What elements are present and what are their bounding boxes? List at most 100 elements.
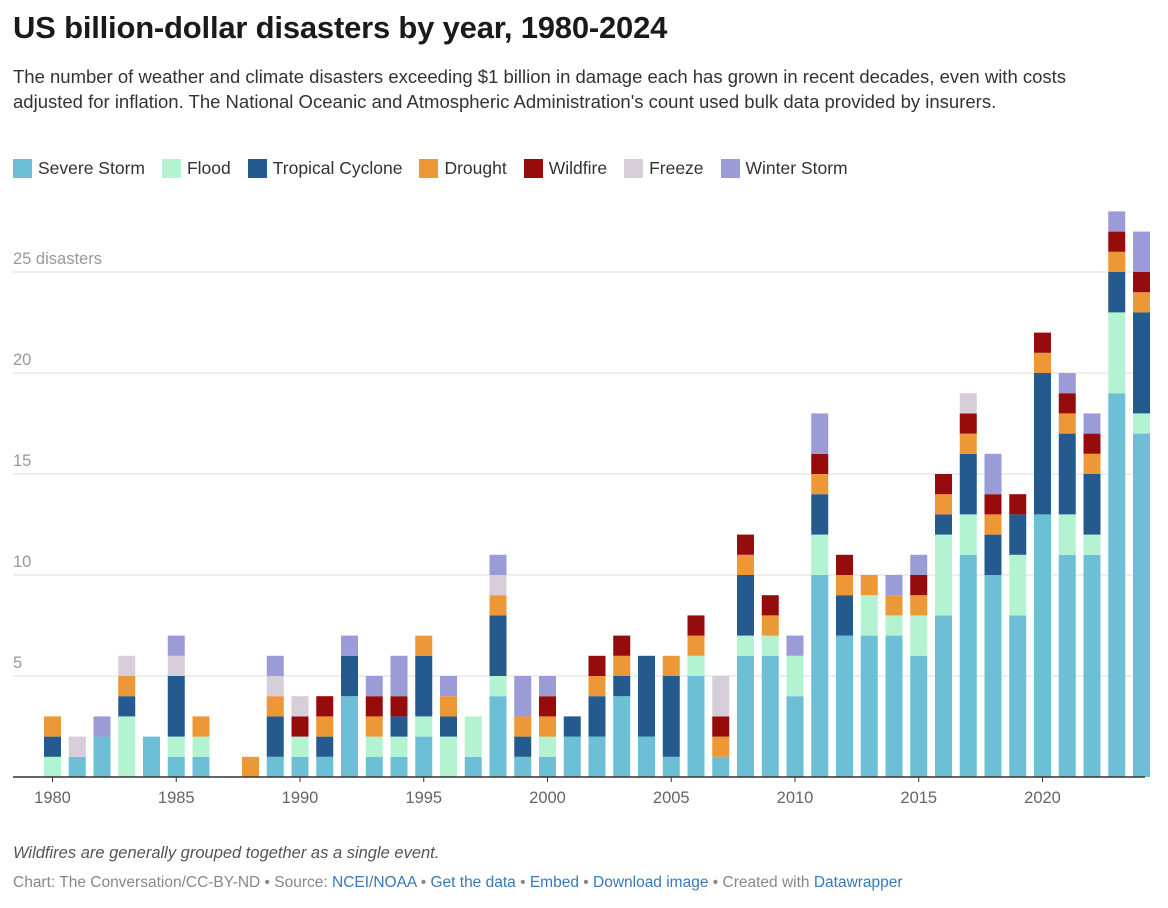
bar-segment bbox=[118, 655, 136, 676]
bar-segment bbox=[984, 494, 1002, 515]
bar-segment bbox=[959, 433, 977, 454]
source-link[interactable]: NCEI/NOAA bbox=[332, 874, 417, 891]
bar-segment bbox=[613, 676, 631, 697]
bar-segment bbox=[761, 635, 779, 656]
legend-item: Wildfire bbox=[523, 158, 607, 179]
legend-swatch bbox=[161, 159, 181, 178]
bar-segment bbox=[885, 635, 903, 777]
bar-segment bbox=[464, 756, 482, 777]
bar-segment bbox=[266, 756, 284, 777]
x-tick-label: 1980 bbox=[34, 789, 71, 807]
bar-segment bbox=[365, 716, 383, 737]
bar-segment bbox=[712, 676, 730, 717]
bar-segment bbox=[266, 716, 284, 757]
get-data-link[interactable]: Get the data bbox=[430, 874, 516, 891]
bar-segment bbox=[860, 595, 878, 636]
footer-separator: • bbox=[515, 874, 530, 891]
bar-segment bbox=[390, 655, 408, 697]
bar-segment bbox=[885, 575, 903, 596]
bar-segment bbox=[514, 736, 532, 757]
bar-segment bbox=[341, 635, 358, 656]
legend-item: Drought bbox=[419, 158, 507, 179]
legend-swatch bbox=[720, 159, 740, 178]
embed-link[interactable]: Embed bbox=[529, 874, 579, 891]
legend-label: Freeze bbox=[649, 158, 704, 178]
x-tick-label: 2015 bbox=[900, 789, 937, 807]
datawrapper-link[interactable]: Datawrapper bbox=[813, 874, 903, 891]
bar-segment bbox=[1108, 312, 1126, 394]
bar-segment bbox=[761, 595, 779, 616]
x-tick-label: 1990 bbox=[282, 789, 319, 807]
bar-segment bbox=[415, 635, 433, 656]
bar-segment bbox=[192, 736, 210, 757]
bar-segment bbox=[836, 595, 853, 636]
bar-segment bbox=[1133, 413, 1150, 434]
bar-segment bbox=[489, 595, 507, 616]
bar-segment bbox=[613, 635, 631, 656]
bar-segment bbox=[1009, 494, 1027, 515]
bar-segment bbox=[242, 756, 259, 777]
bar-segment bbox=[910, 655, 928, 777]
bar-segment bbox=[737, 635, 754, 656]
bar-segment bbox=[811, 453, 829, 474]
bar-segment bbox=[365, 676, 383, 697]
bar-segment bbox=[489, 676, 507, 697]
x-tick-label: 2020 bbox=[1024, 789, 1061, 807]
legend-item: Flood bbox=[161, 158, 231, 179]
bar-segment bbox=[836, 635, 853, 777]
bar-segment bbox=[291, 716, 309, 737]
legend-swatch bbox=[523, 159, 543, 178]
bar-segment bbox=[1083, 433, 1101, 454]
bar-segment bbox=[984, 514, 1002, 535]
bar-segment bbox=[1133, 272, 1150, 293]
bar-segment bbox=[316, 696, 334, 717]
bar-segment bbox=[761, 615, 779, 636]
bar-segment bbox=[440, 716, 457, 737]
legend-label: Tropical Cyclone bbox=[272, 158, 403, 178]
bar-segment bbox=[1058, 554, 1076, 777]
bar-segment bbox=[588, 676, 606, 697]
bar-segment bbox=[959, 554, 977, 777]
bars bbox=[44, 211, 1150, 777]
bar-segment bbox=[662, 655, 680, 676]
x-axis-ticks: 1980 1985 1990 1995 2000 2005 2010 2015 2020 bbox=[34, 777, 1061, 807]
bar-segment bbox=[1108, 211, 1126, 232]
bar-segment bbox=[1058, 373, 1076, 394]
bar-segment bbox=[910, 554, 928, 575]
bar-segment bbox=[935, 494, 952, 515]
x-tick-label: 1995 bbox=[405, 789, 442, 807]
bar-segment bbox=[935, 514, 952, 535]
bar-segment bbox=[811, 474, 829, 495]
bar-segment bbox=[1034, 514, 1051, 777]
bar-segment bbox=[910, 575, 928, 596]
bar-segment bbox=[984, 534, 1002, 575]
legend-swatch bbox=[419, 159, 439, 178]
download-image-link[interactable]: Download image bbox=[593, 874, 709, 891]
chart-title: US billion-dollar disasters by year, 198… bbox=[13, 10, 668, 45]
legend-label: Drought bbox=[444, 158, 507, 178]
bar-segment bbox=[811, 494, 829, 535]
bar-segment bbox=[638, 655, 655, 737]
bar-segment bbox=[44, 756, 61, 777]
bar-segment bbox=[1083, 413, 1101, 434]
bar-segment bbox=[390, 716, 408, 737]
bar-segment bbox=[266, 655, 284, 676]
bar-segment bbox=[712, 736, 730, 757]
legend: Severe Storm Flood Tropical Cyclone Drought… bbox=[13, 158, 865, 179]
bar-segment bbox=[662, 756, 680, 777]
bar-segment bbox=[365, 736, 383, 757]
bar-segment bbox=[737, 655, 754, 777]
bar-segment bbox=[266, 676, 284, 697]
bar-segment bbox=[539, 696, 556, 717]
bar-segment bbox=[93, 716, 111, 737]
footer-separator: • bbox=[416, 874, 431, 891]
bar-segment bbox=[1083, 554, 1101, 777]
bar-segment bbox=[539, 716, 556, 737]
bar-segment bbox=[390, 696, 408, 717]
bar-segment bbox=[1058, 433, 1076, 515]
bar-segment bbox=[489, 615, 507, 676]
y-tick-label: 10 bbox=[13, 553, 31, 571]
bar-segment bbox=[786, 635, 804, 656]
bar-segment bbox=[811, 413, 829, 454]
bar-segment bbox=[192, 756, 210, 777]
